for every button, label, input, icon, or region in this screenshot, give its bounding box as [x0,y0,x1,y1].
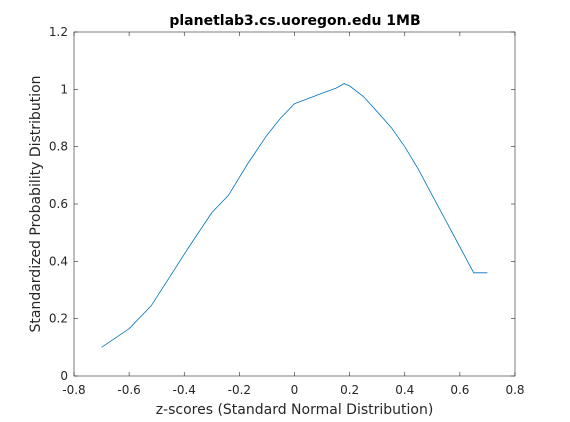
y-axis-label: Standardized Probability Distribution [28,75,44,332]
y-tick-label: 0.2 [49,312,68,326]
y-tick-label: 1 [60,82,68,96]
x-axis: -0.8 -0.6 -0.4 -0.2 0 0.2 0.4 0.6 0.8 [62,32,525,397]
y-tick-label: 0.8 [49,140,68,154]
y-tick-label: 0 [60,369,68,383]
y-tick-label: 0.4 [49,254,68,268]
series-line [101,83,488,348]
y-tick-label: 0.6 [49,197,68,211]
x-tick-label: 0.6 [450,383,469,397]
plot-area [73,31,516,377]
x-tick-label: -0.8 [62,383,85,397]
x-tick-label: -0.2 [228,383,251,397]
x-tick-label: 0 [291,383,299,397]
x-axis-label: z-scores (Standard Normal Distribution) [156,402,434,418]
series-layer [101,83,488,348]
y-tick-label: 1.2 [49,25,68,39]
x-tick-label: 0.4 [395,383,414,397]
x-tick-label: 0.2 [340,383,359,397]
y-axis: 0 0.2 0.4 0.6 0.8 1 1.2 [49,25,515,383]
x-tick-label: 0.8 [505,383,524,397]
chart-title: planetlab3.cs.uoregon.edu 1MB [169,13,420,29]
x-tick-label: -0.6 [117,383,140,397]
x-tick-label: -0.4 [173,383,196,397]
